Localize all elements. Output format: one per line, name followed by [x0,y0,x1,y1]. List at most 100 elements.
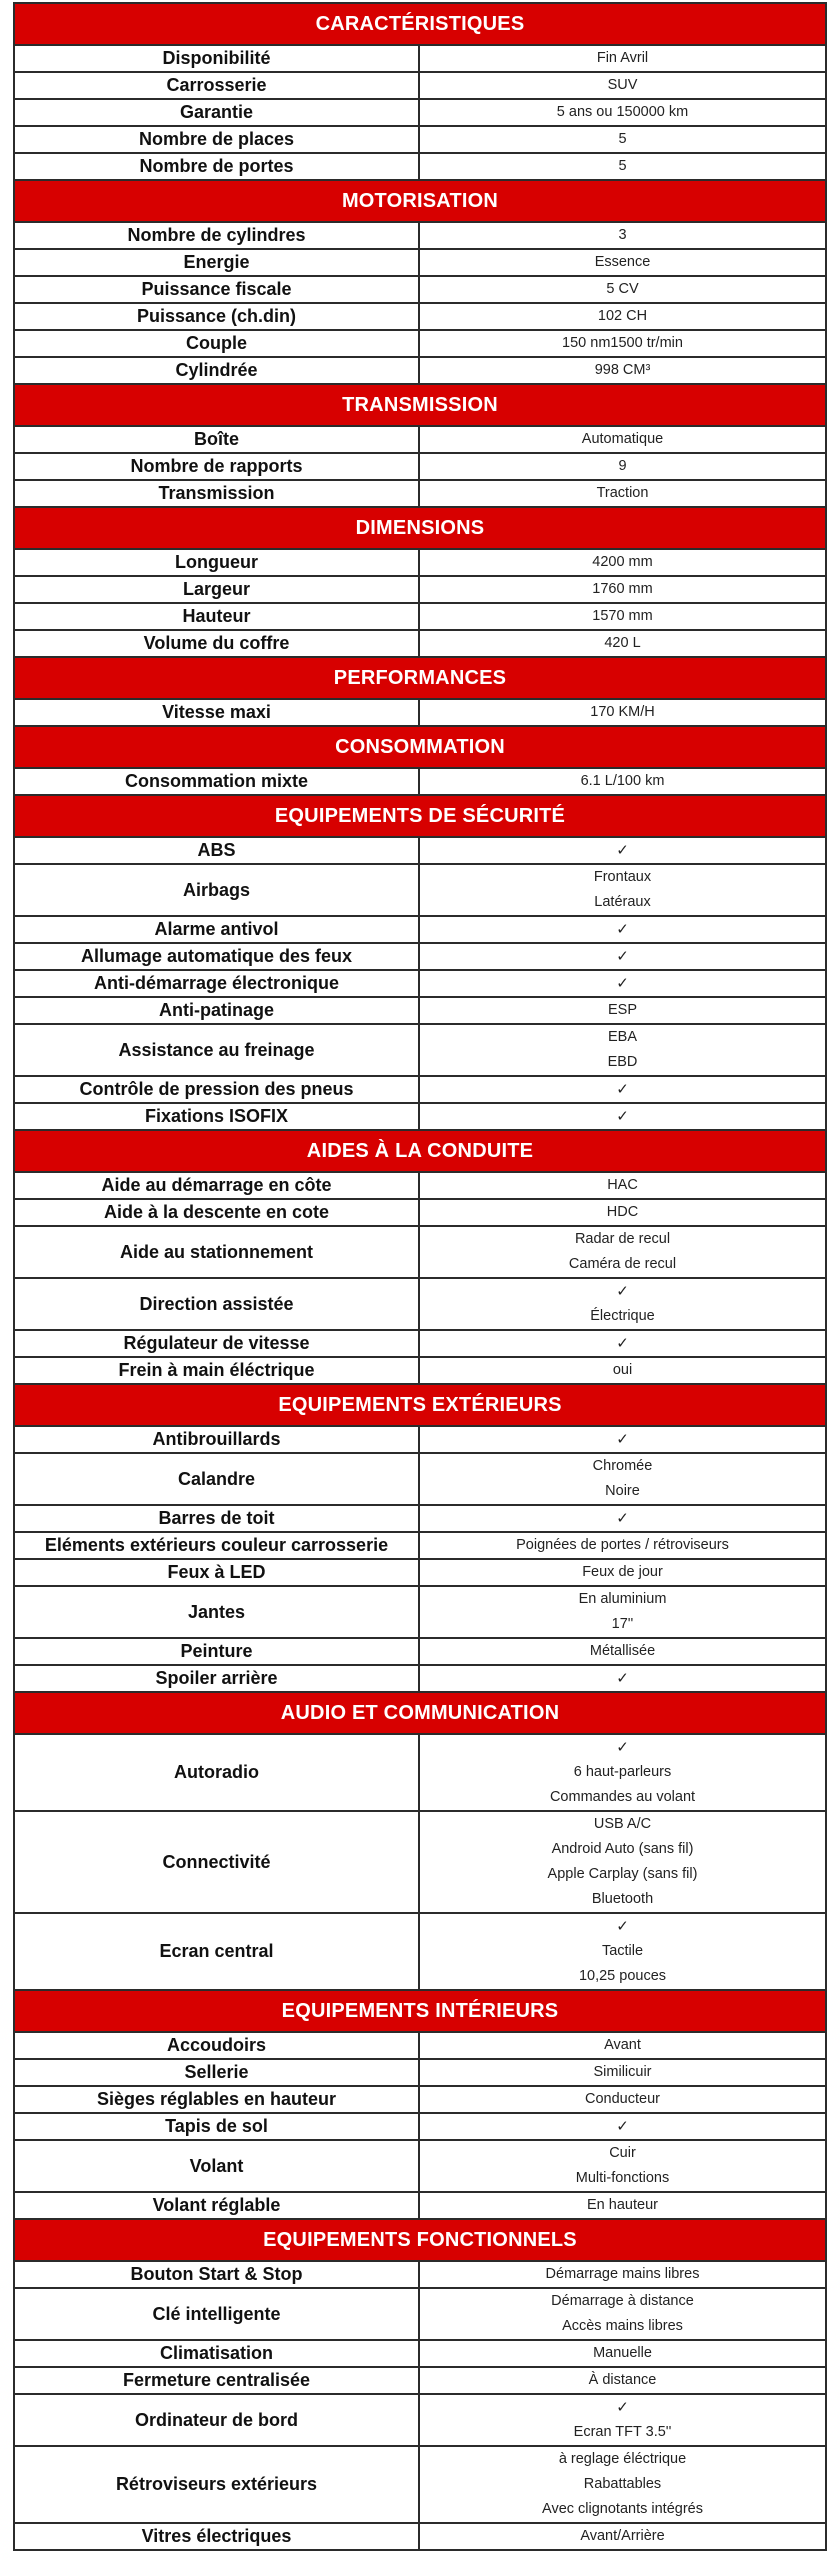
spec-label: Disponibilité [15,46,420,71]
spec-label: Volant réglable [15,2193,420,2218]
spec-label: Direction assistée [15,1279,420,1329]
spec-row: ABS ✓ [15,838,825,865]
spec-label: Aide au stationnement [15,1227,420,1277]
spec-row: Sellerie Similicuir [15,2060,825,2087]
spec-row: Cylindrée 998 CM³ [15,358,825,385]
spec-row: Vitesse maxi 170 KM/H [15,700,825,727]
value-line: Avant [604,2037,641,2053]
spec-label: ABS [15,838,420,863]
spec-value: Radar de recul Caméra de recul [420,1227,825,1277]
section: TRANSMISSION Boîte Automatique Nombre de ra… [15,385,825,508]
value-line: Bluetooth [591,1891,654,1907]
spec-label: Climatisation [15,2341,420,2366]
spec-row: Direction assistée ✓ Électrique [15,1279,825,1331]
spec-row: Anti-patinage ESP [15,998,825,1025]
spec-label: Airbags [15,865,420,915]
spec-row: Aide à la descente en cote HDC [15,1200,825,1227]
spec-row: Volant réglable En hauteur [15,2193,825,2220]
value-line: En aluminium [578,1591,667,1607]
spec-row: Ecran central ✓ Tactile 10,25 pouces [15,1914,825,1991]
spec-row: Longueur 4200 mm [15,550,825,577]
spec-row: Alarme antivol ✓ [15,917,825,944]
spec-label: Contrôle de pression des pneus [15,1077,420,1102]
value-line: 9 [618,458,627,474]
spec-label: Consommation mixte [15,769,420,794]
value-line: 5 CV [606,281,639,297]
section: EQUIPEMENTS EXTÉRIEURS Antibrouillards ✓ Ca… [15,1385,825,1693]
spec-label: Eléments extérieurs couleur carrosserie [15,1533,420,1558]
spec-value: SUV [420,73,825,98]
section: AIDES À LA CONDUITE Aide au démarrage en … [15,1131,825,1385]
section-header: CONSOMMATION [15,727,825,769]
spec-label: Vitres électriques [15,2524,420,2549]
spec-value: Conducteur [420,2087,825,2112]
spec-row: Barres de toit ✓ [15,1506,825,1533]
value-line: à reglage éléctrique [558,2451,687,2467]
spec-value: ✓ [420,1506,825,1531]
section-header: PERFORMANCES [15,658,825,700]
spec-label: Cylindrée [15,358,420,383]
value-line: Cuir [609,2145,636,2161]
value-line: 1760 mm [592,581,653,597]
value-line: 6 haut-parleurs [573,1764,672,1780]
spec-label: Nombre de rapports [15,454,420,479]
spec-row: Climatisation Manuelle [15,2341,825,2368]
check-icon: ✓ [616,1108,629,1125]
value-line: oui [612,1362,633,1378]
value-line: 5 [618,158,627,174]
spec-value: 5 ans ou 150000 km [420,100,825,125]
spec-value: ✓ Tactile 10,25 pouces [420,1914,825,1989]
spec-label: Alarme antivol [15,917,420,942]
spec-label: Transmission [15,481,420,506]
check-icon: ✓ [616,2399,629,2416]
spec-value: ✓ 6 haut-parleurs Commandes au volant [420,1735,825,1810]
spec-label: Feux à LED [15,1560,420,1585]
value-line: 102 CH [597,308,648,324]
section-header: DIMENSIONS [15,508,825,550]
spec-row: Largeur 1760 mm [15,577,825,604]
value-line: HDC [606,1204,639,1220]
spec-value: 1760 mm [420,577,825,602]
section: EQUIPEMENTS DE SÉCURITÉ ABS ✓ Airbags Fronta… [15,796,825,1131]
value-line: 3 [618,227,627,243]
spec-row: Nombre de rapports 9 [15,454,825,481]
spec-row: Contrôle de pression des pneus ✓ [15,1077,825,1104]
spec-value: Poignées de portes / rétroviseurs [420,1533,825,1558]
spec-value: En hauteur [420,2193,825,2218]
section: EQUIPEMENTS FONCTIONNELS Bouton Start & S… [15,2220,825,2549]
section: PERFORMANCES Vitesse maxi 170 KM/H [15,658,825,727]
spec-value: ✓ [420,1104,825,1129]
spec-value: Feux de jour [420,1560,825,1585]
value-line: SUV [607,77,638,93]
spec-label: Peinture [15,1639,420,1664]
spec-value: ✓ [420,1331,825,1356]
section-header: TRANSMISSION [15,385,825,427]
spec-value: ✓ [420,971,825,996]
value-line: Similicuir [593,2064,652,2080]
section-header: CARACTÉRISTIQUES [15,4,825,46]
spec-row: Bouton Start & Stop Démarrage mains libre… [15,2262,825,2289]
spec-row: Peinture Métallisée [15,1639,825,1666]
spec-label: Frein à main éléctrique [15,1358,420,1383]
value-line: Ecran TFT 3.5'' [573,2424,672,2440]
spec-value: 9 [420,454,825,479]
value-line: USB A/C [593,1816,652,1832]
spec-value: Frontaux Latéraux [420,865,825,915]
spec-row: Puissance fiscale 5 CV [15,277,825,304]
spec-row: Jantes En aluminium 17'' [15,1587,825,1639]
spec-row: Connectivité USB A/C Android Auto (sans fi… [15,1812,825,1914]
spec-value: Automatique [420,427,825,452]
value-line: Android Auto (sans fil) [551,1841,694,1857]
spec-value: ✓ Ecran TFT 3.5'' [420,2395,825,2445]
spec-label: Carrosserie [15,73,420,98]
spec-label: Antibrouillards [15,1427,420,1452]
spec-row: Nombre de places 5 [15,127,825,154]
spec-label: Sellerie [15,2060,420,2085]
value-line: Conducteur [585,2091,660,2107]
value-line: 4200 mm [592,554,653,570]
spec-label: Clé intelligente [15,2289,420,2339]
spec-row: Assistance au freinage EBA EBD [15,1025,825,1077]
spec-row: Rétroviseurs extérieurs à reglage éléctri… [15,2447,825,2524]
spec-row: Disponibilité Fin Avril [15,46,825,73]
spec-label: Garantie [15,100,420,125]
